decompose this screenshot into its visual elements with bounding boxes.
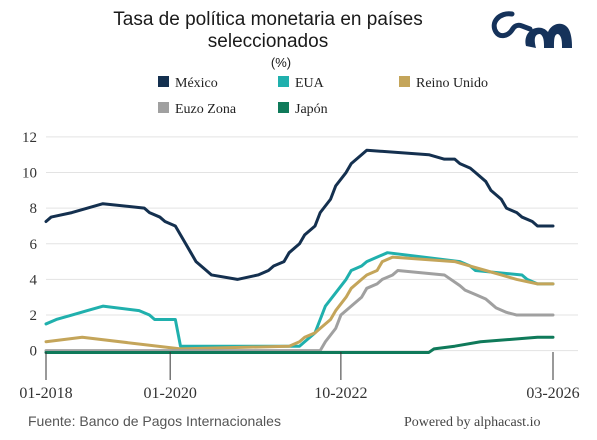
x-tick-label-0: 01-2018 bbox=[19, 385, 72, 402]
series-line-reino_unido bbox=[44, 255, 555, 351]
chart-title-line1: Tasa de política monetaria en países bbox=[113, 9, 422, 30]
gridlines bbox=[46, 136, 578, 352]
legend-item-eua: EUA bbox=[278, 76, 325, 91]
legend-item-euro: Euzo Zona bbox=[158, 102, 237, 117]
x-tick-label-1: 01-2020 bbox=[143, 385, 196, 402]
y-tick-label-8: 8 bbox=[30, 201, 38, 217]
legend-item-mexico: México bbox=[158, 76, 218, 91]
chart-title-line2: seleccionados bbox=[208, 31, 328, 52]
series-lines bbox=[44, 148, 555, 354]
y-tick-label-0: 0 bbox=[30, 344, 38, 360]
x-tick-label-3: 03-2026 bbox=[526, 385, 579, 402]
y-axis-ticks: 0 2 4 6 8 10 12 bbox=[22, 130, 38, 360]
legend-label-eua: EUA bbox=[295, 76, 325, 91]
y-tick-label-6: 6 bbox=[30, 237, 38, 253]
powered-by[interactable]: Powered by alphacast.io bbox=[404, 415, 540, 430]
x-axis: 01-2018 01-2020 10-2022 03-2026 bbox=[19, 352, 580, 402]
legend-label-reino-unido: Reino Unido bbox=[416, 76, 488, 91]
y-tick-label-2: 2 bbox=[30, 308, 38, 324]
legend-swatch-japon bbox=[278, 102, 289, 113]
legend-swatch-euro bbox=[158, 102, 169, 113]
logo-m bbox=[525, 23, 572, 48]
x-tick-label-2: 10-2022 bbox=[314, 385, 367, 402]
y-tick-label-10: 10 bbox=[22, 166, 37, 182]
legend-label-euro: Euzo Zona bbox=[175, 102, 237, 117]
legend-swatch-eua bbox=[278, 76, 289, 87]
legend-item-reino-unido: Reino Unido bbox=[399, 76, 488, 91]
legend-label-japon: Japón bbox=[295, 102, 328, 117]
logo-swoosh bbox=[491, 11, 533, 39]
series-line-euro bbox=[44, 269, 555, 353]
legend-swatch-mexico bbox=[158, 76, 169, 87]
source-note: Fuente: Banco de Pagos Internacionales bbox=[28, 413, 281, 429]
legend-label-mexico: México bbox=[175, 76, 218, 91]
series-line-mexico bbox=[44, 148, 555, 281]
legend: México EUA Reino Unido Euzo Zona Japón bbox=[158, 76, 488, 117]
legend-swatch-reino-unido bbox=[399, 76, 410, 87]
legend-item-japon: Japón bbox=[278, 102, 328, 117]
alphacast-logo bbox=[491, 11, 572, 48]
y-tick-label-4: 4 bbox=[30, 272, 38, 288]
series-line-japon bbox=[44, 335, 555, 354]
chart-unit: (%) bbox=[271, 55, 291, 70]
y-tick-label-12: 12 bbox=[22, 130, 37, 146]
